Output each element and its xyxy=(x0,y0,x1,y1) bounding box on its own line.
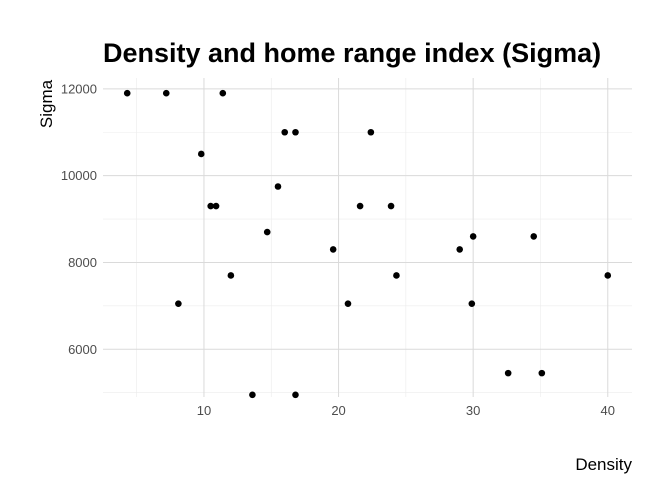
data-point xyxy=(530,233,538,240)
y-axis-label: Sigma xyxy=(37,79,56,128)
x-tick-label: 10 xyxy=(197,403,211,418)
data-point xyxy=(207,202,214,210)
data-points xyxy=(123,89,612,399)
data-point xyxy=(538,369,546,377)
grid xyxy=(103,78,632,397)
y-tick-label: 6000 xyxy=(68,342,97,357)
data-point xyxy=(469,233,477,240)
axis-ticks: 10 20 30 40 6000 8000 10000 12000 xyxy=(61,81,615,418)
x-tick-label: 40 xyxy=(601,403,615,418)
data-point xyxy=(292,391,299,399)
x-axis-label: Density xyxy=(575,455,632,474)
data-point xyxy=(456,246,464,253)
data-point xyxy=(197,150,205,158)
chart-title: Density and home range index (Sigma) xyxy=(103,38,601,68)
y-tick-label: 10000 xyxy=(61,168,97,183)
data-point xyxy=(504,369,512,377)
x-tick-label: 30 xyxy=(466,403,480,418)
data-point xyxy=(393,272,400,279)
data-point xyxy=(249,391,256,399)
data-point xyxy=(356,202,364,210)
data-point xyxy=(367,128,375,136)
data-point xyxy=(468,300,476,307)
data-point xyxy=(227,272,235,279)
data-point xyxy=(387,202,395,210)
data-point xyxy=(212,202,220,210)
y-tick-label: 12000 xyxy=(61,81,97,96)
data-point xyxy=(123,89,131,97)
x-tick-label: 20 xyxy=(331,403,345,418)
data-point xyxy=(292,128,299,136)
y-tick-label: 8000 xyxy=(68,255,97,270)
data-point xyxy=(281,128,289,136)
data-point xyxy=(219,89,227,97)
data-point xyxy=(175,300,182,307)
data-point xyxy=(162,89,170,97)
data-point xyxy=(263,228,271,236)
data-point xyxy=(604,272,612,279)
data-point xyxy=(329,246,337,253)
data-point xyxy=(344,300,352,307)
data-point xyxy=(274,183,282,190)
